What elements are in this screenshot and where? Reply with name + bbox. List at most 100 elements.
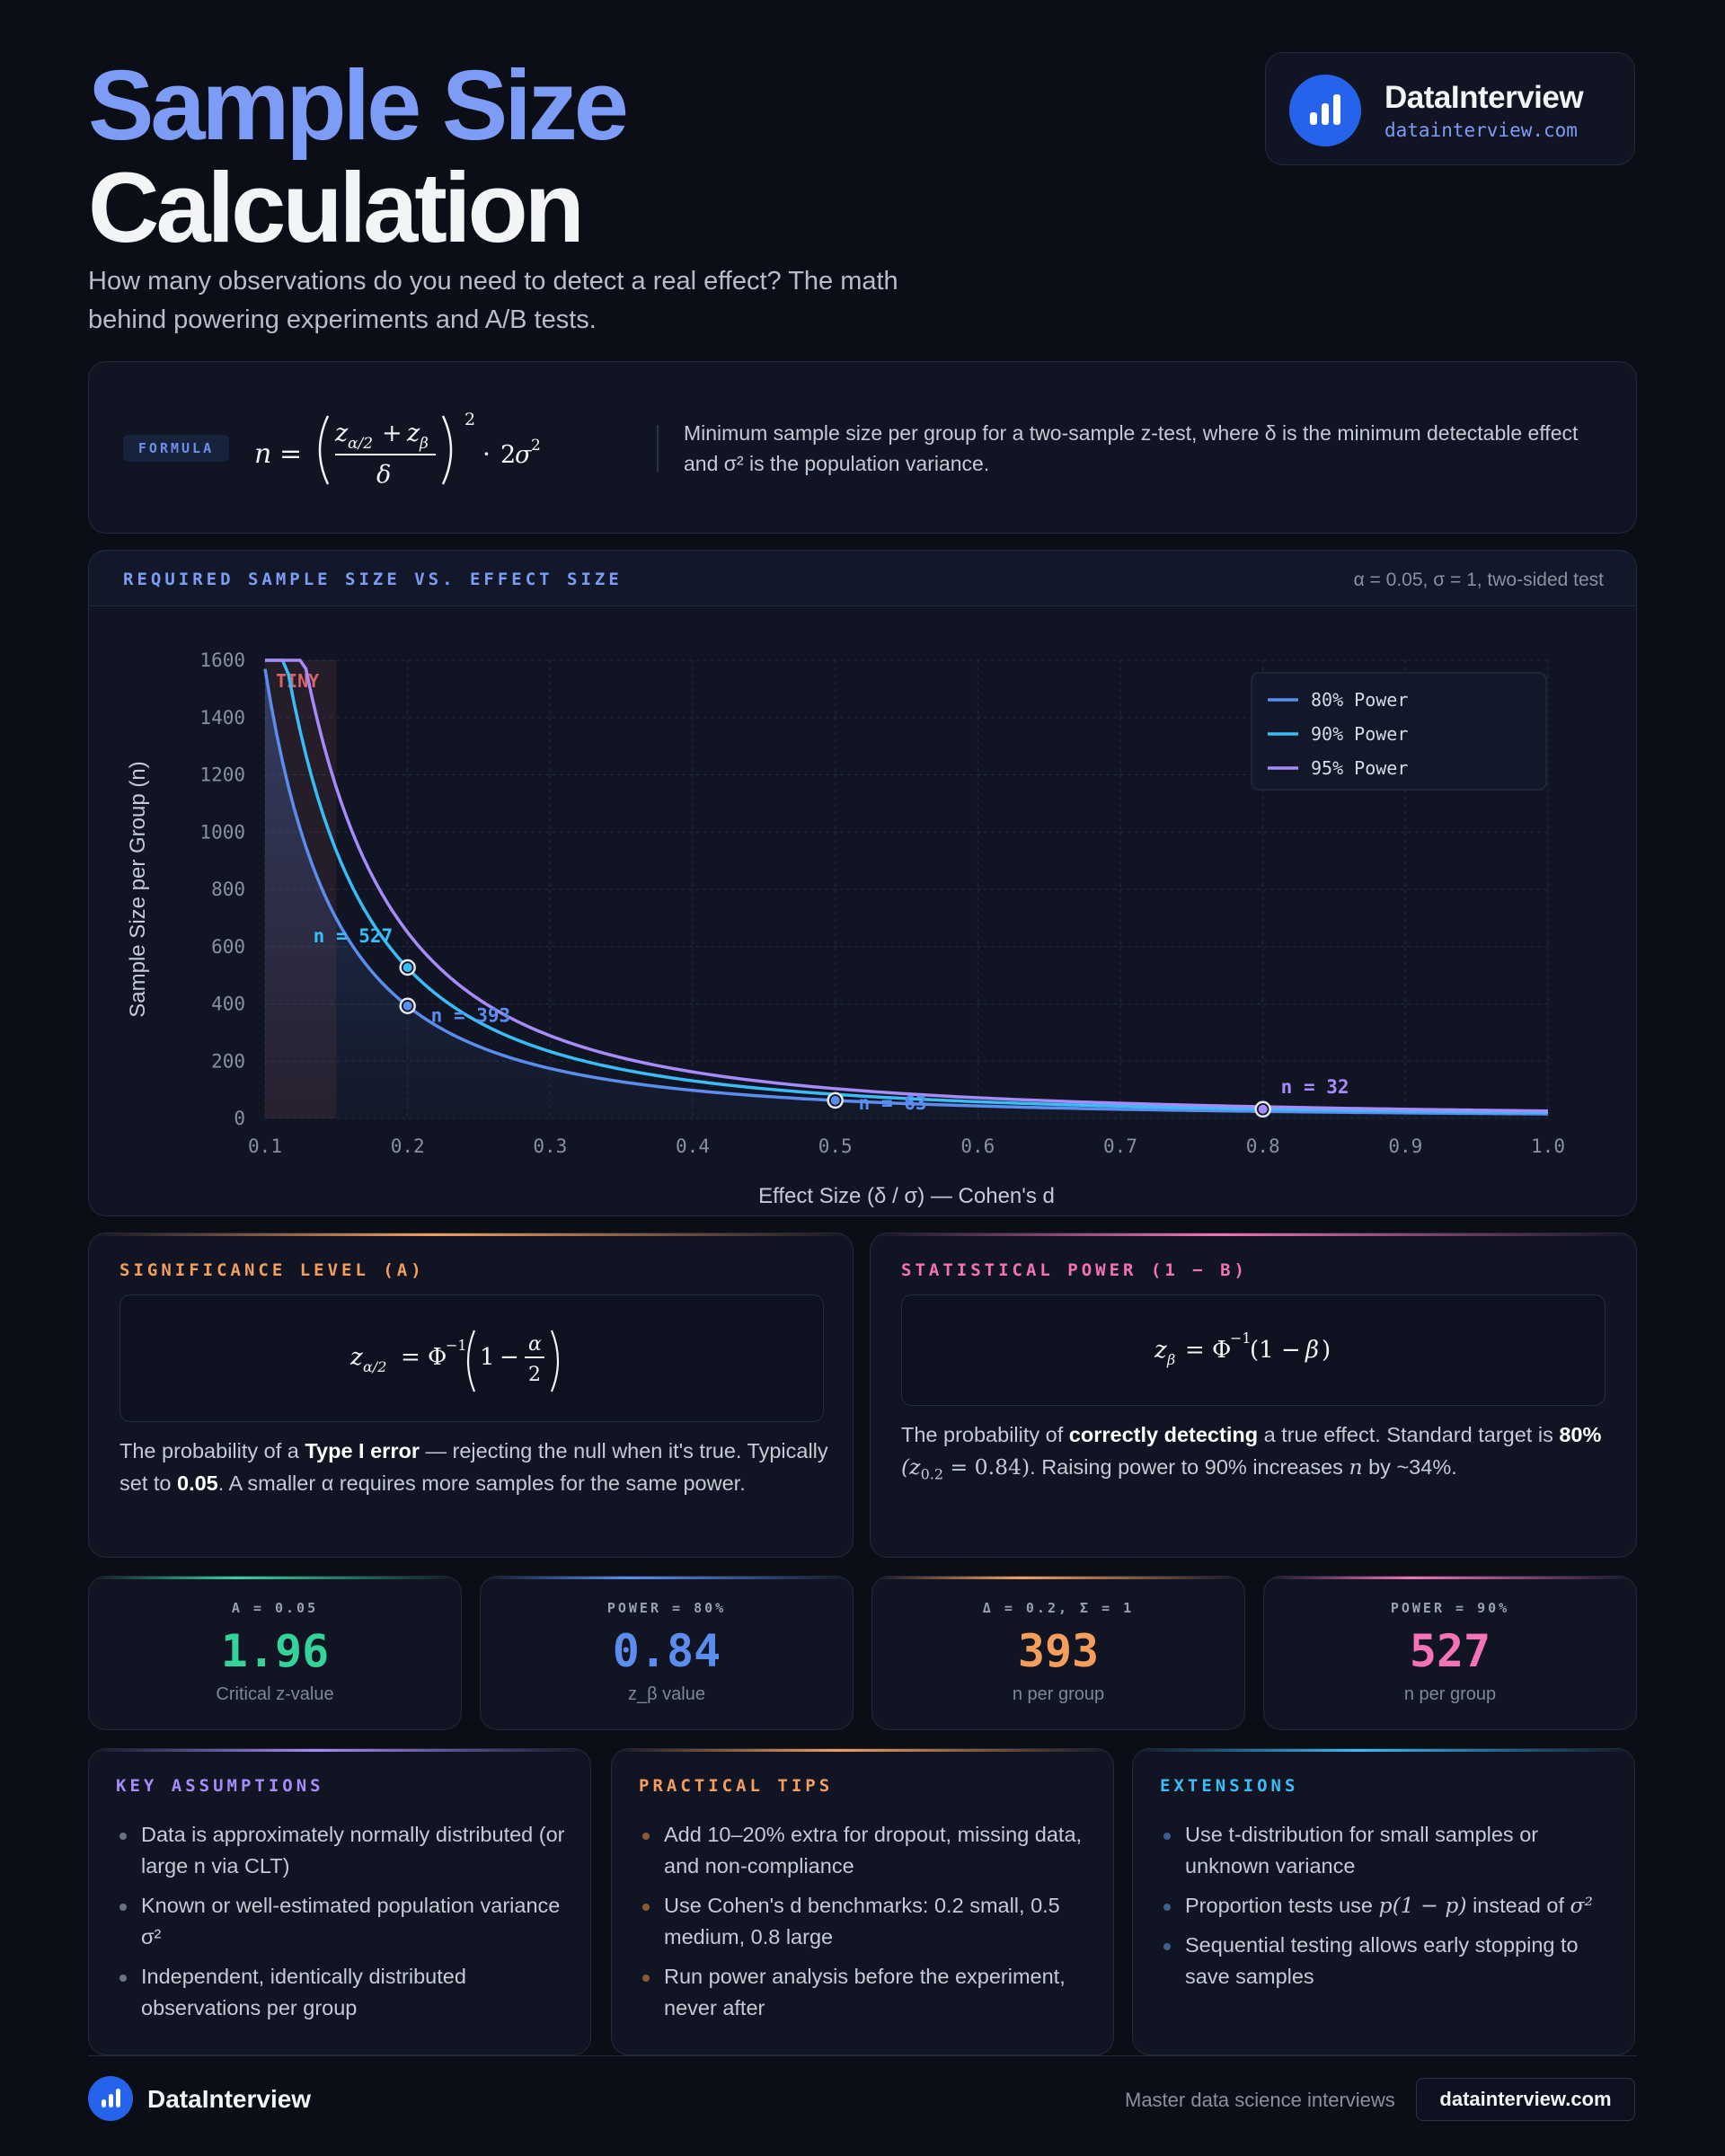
stat-caption: Critical z-value xyxy=(216,1684,334,1704)
stat-label: Α = 0.05 xyxy=(231,1600,319,1616)
power-heading: STATISTICAL POWER (1 − Β) xyxy=(901,1260,1248,1280)
formula-card: FORMULA n = z α/2 + z β δ 2 · 2 σ 2 xyxy=(88,361,1637,534)
list-item: Add 10–20% extra for dropout, missing da… xyxy=(639,1819,1093,1882)
svg-text:β: β xyxy=(1305,1337,1319,1364)
bullet-dot xyxy=(119,1904,127,1911)
svg-text:2: 2 xyxy=(528,1364,541,1386)
svg-text:·: · xyxy=(482,439,491,469)
series-line-1 xyxy=(263,668,1549,1116)
list-item-text: Use Cohen's d benchmarks: 0.2 small, 0.5… xyxy=(664,1894,1060,1948)
footer-logo-icon xyxy=(88,2076,133,2121)
svg-text:β: β xyxy=(419,435,429,453)
formula-divider xyxy=(657,425,659,472)
stat-caption: n per group xyxy=(1012,1684,1105,1704)
stat-value: 0.84 xyxy=(612,1625,721,1677)
bullet-dot xyxy=(642,1904,650,1911)
significance-text-3: . A smaller α requires more samples for … xyxy=(217,1471,746,1495)
stat-label: Δ = 0.2, Σ = 1 xyxy=(982,1600,1135,1616)
bullet-dot xyxy=(1163,1833,1171,1840)
brand-url[interactable]: datainterview.com xyxy=(1384,119,1578,141)
list-item: Known or well-estimated population varia… xyxy=(116,1890,571,1953)
power-n: n xyxy=(1349,1454,1363,1480)
list-item: Data is approximately normally distribut… xyxy=(116,1819,571,1882)
stat-card-n-80: Δ = 0.2, Σ = 1 393 n per group xyxy=(871,1576,1245,1730)
svg-text:β: β xyxy=(1166,1351,1175,1368)
page-title-line2: Calculation xyxy=(88,153,585,263)
y-tick-label: 1000 xyxy=(199,821,245,843)
assumptions-heading: KEY ASSUMPTIONS xyxy=(116,1776,324,1796)
logo-icon xyxy=(1289,75,1361,146)
svg-text:δ: δ xyxy=(376,461,391,489)
formula-badge: FORMULA xyxy=(123,435,229,462)
significance-heading: SIGNIFICANCE LEVEL (Α) xyxy=(119,1260,425,1280)
annotation-label: n = 63 xyxy=(859,1092,927,1114)
list-item-text-2: instead of xyxy=(1466,1894,1570,1917)
svg-text:−: − xyxy=(500,1344,519,1371)
bullet-dot xyxy=(642,1833,650,1840)
list-item: Proportion tests use p(1 − p) instead of… xyxy=(1160,1890,1614,1922)
svg-text:n: n xyxy=(254,438,271,470)
power-text-3: . Raising power to 90% increases xyxy=(1030,1455,1349,1479)
x-tick-label: 0.8 xyxy=(1246,1135,1280,1157)
svg-text:−1: −1 xyxy=(1230,1330,1252,1347)
svg-text:1: 1 xyxy=(480,1344,495,1371)
significance-equation: z α/2 = Φ −1 1 − α 2 xyxy=(119,1294,824,1422)
x-tick-label: 0.2 xyxy=(391,1135,425,1157)
svg-text:σ: σ xyxy=(515,441,533,469)
annotation-dot-core xyxy=(402,963,412,973)
power-bold-1: correctly detecting xyxy=(1068,1423,1259,1446)
significance-bold-2: 0.05 xyxy=(177,1471,218,1495)
stat-card-n-90: POWER = 90% 527 n per group xyxy=(1263,1576,1637,1730)
y-tick-label: 1200 xyxy=(199,764,245,786)
list-item-text: Sequential testing allows early stopping… xyxy=(1185,1933,1579,1988)
stat-value: 393 xyxy=(1017,1625,1100,1677)
x-tick-label: 0.7 xyxy=(1103,1135,1137,1157)
extensions-list: Use t-distribution for small samples or … xyxy=(1160,1819,1614,2001)
chart-params: α = 0.05, σ = 1, two-sided test xyxy=(1353,570,1604,590)
page-subtitle: How many observations do you need to det… xyxy=(88,267,898,334)
list-item-text: Add 10–20% extra for dropout, missing da… xyxy=(664,1823,1083,1878)
significance-text-1: The probability of a xyxy=(119,1439,305,1462)
svg-text:−1: −1 xyxy=(446,1337,467,1354)
stat-card-z-beta: POWER = 80% 0.84 z_β value xyxy=(480,1576,854,1730)
x-tick-label: 0.6 xyxy=(960,1135,995,1157)
list-item-text: Run power analysis before the experiment… xyxy=(664,1965,1066,2019)
power-sub: 0.2 xyxy=(920,1465,944,1483)
stat-value: 1.96 xyxy=(220,1625,330,1677)
svg-text:Φ: Φ xyxy=(428,1344,447,1371)
y-tick-label: 800 xyxy=(211,879,245,900)
svg-text:α/2: α/2 xyxy=(363,1358,386,1375)
power-equation: z β = Φ −1 (1 − β ) xyxy=(901,1294,1606,1406)
svg-text:α/2: α/2 xyxy=(348,435,373,453)
formula-description: Minimum sample size per group for a two-… xyxy=(684,421,1579,475)
x-tick-label: 0.9 xyxy=(1388,1135,1422,1157)
x-tick-label: 1.0 xyxy=(1531,1135,1565,1157)
footer-url-button[interactable]: datainterview.com xyxy=(1416,2078,1635,2121)
annotation-label: n = 32 xyxy=(1281,1076,1349,1098)
power-text-1: The probability of xyxy=(901,1423,1069,1446)
chart-heading: REQUIRED SAMPLE SIZE VS. EFFECT SIZE xyxy=(123,570,623,589)
annotation-dot-core xyxy=(1258,1104,1268,1114)
chart-card: REQUIRED SAMPLE SIZE VS. EFFECT SIZE α =… xyxy=(88,550,1637,1216)
legend-label: 80% Power xyxy=(1311,689,1408,711)
svg-text:α: α xyxy=(528,1333,542,1356)
svg-text:=: = xyxy=(401,1344,420,1371)
list-item-math-2: σ² xyxy=(1570,1893,1593,1918)
brand-card[interactable]: DataInterview datainterview.com xyxy=(1265,52,1635,165)
bullet-dot xyxy=(642,1975,650,1982)
significance-bold-1: Type I error xyxy=(305,1439,420,1462)
stat-caption: n per group xyxy=(1403,1684,1497,1704)
svg-text:(1 −: (1 − xyxy=(1250,1337,1301,1364)
significance-card: SIGNIFICANCE LEVEL (Α) z α/2 = Φ −1 1 − … xyxy=(88,1233,854,1558)
list-item-text: Data is approximately normally distribut… xyxy=(141,1823,565,1878)
y-tick-label: 0 xyxy=(234,1108,245,1129)
sample-size-formula: n = z α/2 + z β δ 2 · 2 σ 2 xyxy=(252,400,648,499)
y-tick-label: 600 xyxy=(211,936,245,958)
svg-text:z: z xyxy=(406,420,420,447)
list-item: Run power analysis before the experiment… xyxy=(639,1961,1093,2024)
legend-box xyxy=(1251,672,1547,791)
list-item-text: Independent, identically distributed obs… xyxy=(141,1965,466,2019)
bullet-dot xyxy=(1163,1943,1171,1950)
x-tick-label: 0.5 xyxy=(818,1135,853,1157)
y-tick-label: 400 xyxy=(211,994,245,1015)
